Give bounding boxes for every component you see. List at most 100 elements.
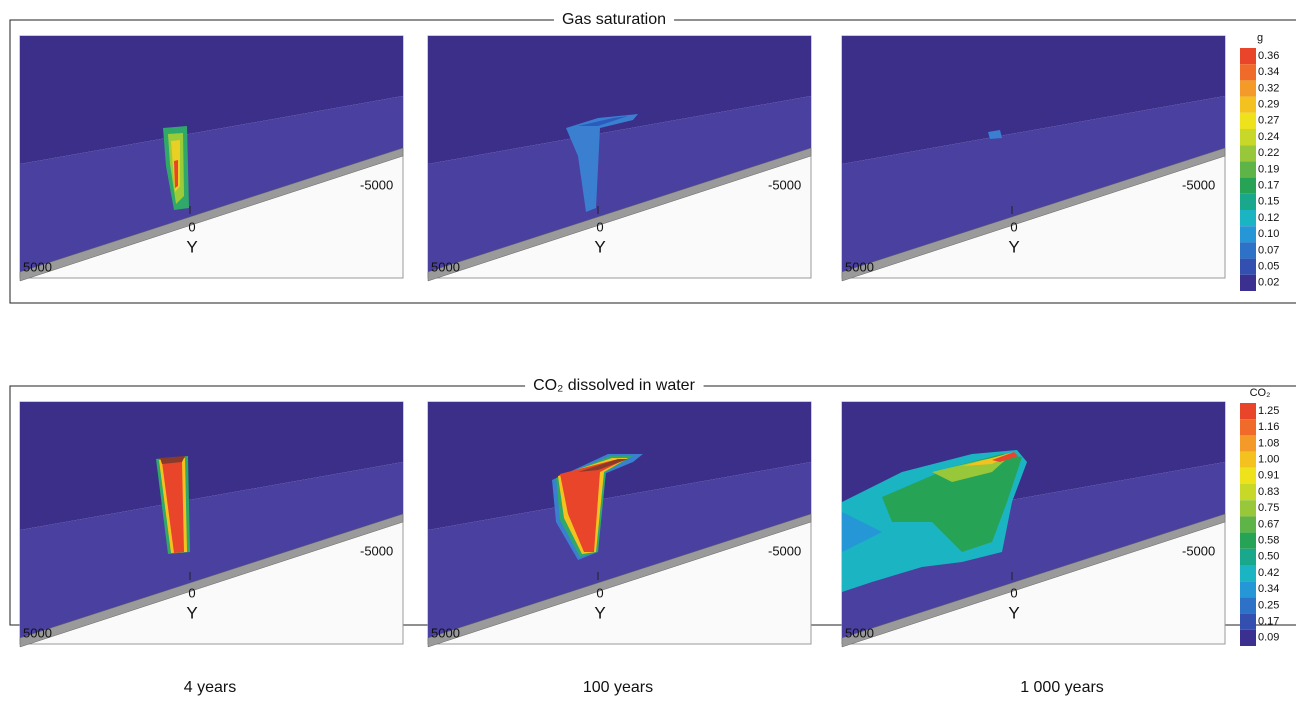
axis-label: -5000: [1182, 543, 1215, 558]
axis-label: 5000: [845, 259, 874, 274]
legend-swatch: [1240, 258, 1256, 275]
upper-layer: [842, 36, 1225, 164]
upper-layer: [20, 36, 403, 164]
legend-label: 0.05: [1258, 261, 1279, 273]
base-beam: [19, 513, 404, 648]
axis-name: Y: [186, 237, 197, 256]
legend-label: 0.34: [1258, 583, 1279, 595]
legend-label: 1.08: [1258, 437, 1279, 449]
plume: [578, 116, 628, 126]
legend-swatch: [1240, 597, 1256, 614]
legend-title: g: [1257, 32, 1263, 44]
legend-label: 0.17: [1258, 180, 1279, 192]
legend-label: 0.75: [1258, 502, 1279, 514]
axis-name: Y: [1008, 237, 1019, 256]
axis-label: 5000: [845, 625, 874, 640]
axis-label: 0: [1010, 585, 1017, 600]
legend-label: 0.22: [1258, 147, 1279, 159]
legend-swatch: [1240, 64, 1256, 81]
panel: -5000 0 Y 5000: [427, 401, 812, 648]
legend-label: 0.27: [1258, 115, 1279, 127]
legend-swatch: [1240, 193, 1256, 210]
plume: [160, 456, 185, 464]
legend-label: 0.91: [1258, 470, 1279, 482]
axis-label: 5000: [431, 259, 460, 274]
column-label: 100 years: [583, 679, 653, 696]
legend-label: 0.29: [1258, 99, 1279, 111]
legend-label: 0.02: [1258, 277, 1279, 289]
axis-label: -5000: [1182, 177, 1215, 192]
plume: [174, 160, 178, 188]
legend-label: 0.15: [1258, 196, 1279, 208]
base-beam: [427, 513, 812, 648]
legend-label: 0.19: [1258, 163, 1279, 175]
legend-swatch: [1240, 177, 1256, 194]
axis-label: 0: [1010, 219, 1017, 234]
legend-label: 0.42: [1258, 567, 1279, 579]
legend-swatch: [1240, 532, 1256, 549]
axis-name: Y: [594, 237, 605, 256]
panel: -5000 0 Y 5000: [427, 35, 812, 282]
upper-layer: [428, 36, 811, 164]
axis-label: -5000: [360, 543, 393, 558]
lower-layer: [428, 462, 811, 638]
lower-layer: [20, 96, 403, 272]
legend-swatch: [1240, 80, 1256, 97]
legend-swatch: [1240, 467, 1256, 484]
legend-swatch: [1240, 484, 1256, 501]
plume: [560, 460, 624, 552]
column-label: 1 000 years: [1020, 679, 1104, 696]
legend-label: 0.36: [1258, 50, 1279, 62]
legend-swatch: [1240, 581, 1256, 598]
legend-label: 1.00: [1258, 454, 1279, 466]
axis-label: -5000: [768, 177, 801, 192]
panel: -5000 0 Y 5000: [19, 35, 404, 282]
legend-swatch: [1240, 629, 1256, 646]
legend-swatch: [1240, 145, 1256, 162]
axis-label: -5000: [768, 543, 801, 558]
legend-title: CO₂: [1250, 387, 1271, 399]
legend-label: 0.07: [1258, 244, 1279, 256]
panel: -5000 0 Y 5000: [841, 401, 1226, 648]
legend-swatch: [1240, 548, 1256, 565]
row-title: CO₂ dissolved in water: [533, 377, 696, 394]
lower-layer: [428, 96, 811, 272]
legend-swatch: [1240, 210, 1256, 227]
legend-swatch: [1240, 242, 1256, 259]
legend-swatch: [1240, 419, 1256, 436]
legend-label: 0.24: [1258, 131, 1279, 143]
legend-label: 0.83: [1258, 486, 1279, 498]
legend-label: 0.50: [1258, 551, 1279, 563]
legend-swatch: [1240, 161, 1256, 178]
plume: [566, 114, 638, 212]
legend-swatch: [1240, 500, 1256, 517]
legend-swatch: [1240, 48, 1256, 65]
axis-label: 5000: [23, 625, 52, 640]
axis-label: 0: [188, 219, 195, 234]
base-beam: [427, 147, 812, 282]
legend-label: 0.12: [1258, 212, 1279, 224]
legend-label: 0.58: [1258, 535, 1279, 547]
legend-label: 0.09: [1258, 632, 1279, 644]
legend-label: 0.10: [1258, 228, 1279, 240]
plume: [882, 454, 1022, 552]
row-title: Gas saturation: [562, 11, 666, 28]
title-bg: [525, 377, 704, 395]
axis-label: 5000: [23, 259, 52, 274]
legend-label: 0.17: [1258, 616, 1279, 628]
lower-layer: [842, 96, 1225, 272]
legend-swatch: [1240, 96, 1256, 113]
plume: [962, 452, 1014, 466]
lower-layer: [842, 462, 1225, 638]
base-beam: [841, 513, 1226, 648]
legend-swatch: [1240, 565, 1256, 582]
legend-swatch: [1240, 451, 1256, 468]
legend-swatch: [1240, 516, 1256, 533]
plume: [578, 459, 628, 472]
upper-layer: [20, 402, 403, 530]
legend-swatch: [1240, 129, 1256, 146]
title-bg: [553, 11, 675, 29]
legend-label: 0.25: [1258, 599, 1279, 611]
plume: [842, 512, 882, 552]
